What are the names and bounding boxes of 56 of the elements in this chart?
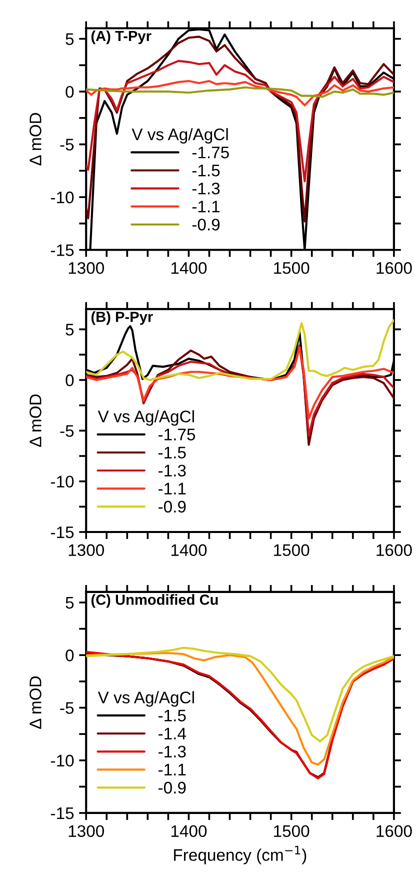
legend-label: -1.5 bbox=[158, 710, 186, 722]
legend-label: -1.3 bbox=[158, 746, 186, 758]
x-tick-label: 1600 bbox=[376, 544, 412, 556]
legend-label: -1.3 bbox=[158, 464, 186, 477]
legend-label: -0.9 bbox=[192, 218, 220, 230]
x-tick-label: 1300 bbox=[68, 262, 104, 274]
y-axis-title: Δ mOD bbox=[30, 394, 42, 447]
y-tick-label: 0 bbox=[66, 86, 74, 98]
legend-label: -0.9 bbox=[158, 500, 186, 513]
x-tick-label: 1300 bbox=[68, 825, 104, 838]
y-tick-label: 0 bbox=[66, 650, 74, 662]
y-axis-title: Δ mOD bbox=[30, 113, 42, 166]
y-tick-label: -5 bbox=[60, 138, 74, 151]
legend-label: -1.75 bbox=[192, 146, 229, 158]
y-axis-title: Δ mOD bbox=[30, 676, 42, 729]
legend-label: -1.1 bbox=[158, 482, 186, 494]
line-series bbox=[86, 86, 394, 98]
legend-title: V vs Ag/AgCl bbox=[132, 128, 228, 144]
y-tick-label: -5 bbox=[60, 425, 74, 437]
y-tick-label: -10 bbox=[50, 192, 74, 204]
legend-title: V vs Ag/AgCl bbox=[98, 691, 194, 707]
x-tick-label: 1400 bbox=[171, 825, 207, 838]
y-tick-label: -5 bbox=[60, 702, 74, 714]
y-tick-label: 5 bbox=[66, 33, 74, 46]
chart-title: (B) P-Pyr bbox=[91, 311, 153, 325]
y-tick-label: -10 bbox=[50, 754, 74, 767]
x-tick-label: 1300 bbox=[68, 544, 104, 556]
legend-label: -1.1 bbox=[192, 200, 220, 212]
line-series bbox=[86, 80, 394, 106]
x-axis-title: Frequency (cm$^{−1}$) bbox=[174, 846, 306, 864]
x-tick-label: 1600 bbox=[376, 262, 412, 274]
x-tick-label: 1500 bbox=[274, 544, 310, 556]
x-tick-label: 1500 bbox=[274, 262, 310, 274]
y-tick-label: -15 bbox=[50, 526, 74, 538]
legend-label: -0.9 bbox=[158, 782, 186, 794]
legend-label: -1.1 bbox=[158, 764, 186, 776]
legend-label: -1.75 bbox=[158, 428, 196, 440]
y-tick-label: -15 bbox=[50, 244, 74, 256]
y-tick-label: -10 bbox=[50, 476, 74, 488]
x-tick-label: 1500 bbox=[274, 825, 310, 838]
y-tick-label: 0 bbox=[66, 374, 74, 386]
y-tick-label: 5 bbox=[66, 324, 74, 336]
y-tick-label: 5 bbox=[66, 597, 74, 609]
line-series bbox=[86, 60, 394, 182]
legend-label: -1.3 bbox=[192, 182, 220, 194]
chart-title: (A) T-Pyr bbox=[91, 30, 152, 44]
legend-label: -1.5 bbox=[192, 164, 220, 176]
line-series bbox=[86, 646, 394, 742]
x-tick-label: 1400 bbox=[171, 544, 207, 556]
y-tick-label: -15 bbox=[50, 808, 74, 820]
legend-title: V vs Ag/AgCl bbox=[98, 410, 194, 426]
chart-title: (C) Unmodified Cu bbox=[91, 594, 218, 608]
legend-label: -1.4 bbox=[158, 728, 186, 740]
x-tick-label: 1400 bbox=[171, 262, 207, 274]
legend-label: -1.5 bbox=[158, 446, 186, 458]
x-tick-label: 1600 bbox=[376, 825, 412, 838]
